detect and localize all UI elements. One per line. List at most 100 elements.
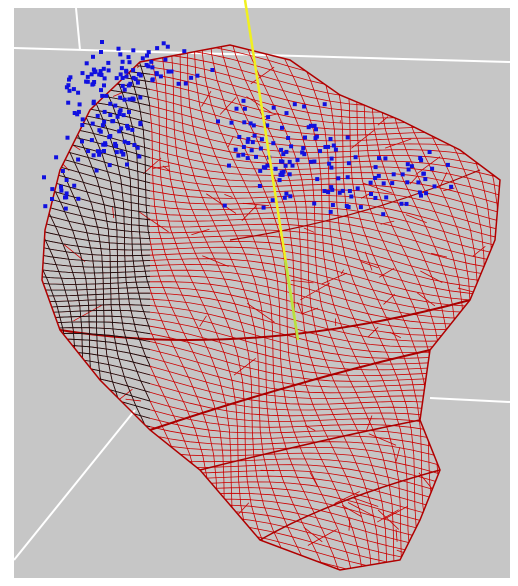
mesh-edge xyxy=(363,182,393,194)
point xyxy=(100,123,105,128)
point xyxy=(126,83,131,88)
mesh-edge xyxy=(319,45,442,570)
point xyxy=(90,121,95,126)
point xyxy=(405,180,410,185)
mesh-edge xyxy=(364,251,373,271)
point xyxy=(102,83,106,88)
point xyxy=(326,144,331,149)
point xyxy=(252,133,257,138)
point xyxy=(300,150,305,155)
point xyxy=(245,139,250,144)
point xyxy=(101,142,106,147)
point xyxy=(122,139,127,144)
mesh-edge xyxy=(42,338,150,392)
point xyxy=(281,169,286,174)
point xyxy=(399,201,404,206)
mesh-edge xyxy=(139,211,169,233)
point xyxy=(76,90,81,95)
point xyxy=(91,81,96,86)
point xyxy=(315,177,320,182)
point xyxy=(130,127,135,132)
point xyxy=(347,189,352,193)
point xyxy=(122,87,127,92)
point xyxy=(126,55,131,60)
mesh-edge xyxy=(42,219,150,284)
mesh-edge xyxy=(42,355,150,416)
point xyxy=(280,159,285,164)
mesh-edge xyxy=(241,205,257,221)
mesh-edge xyxy=(384,505,408,520)
mesh-edge xyxy=(199,315,207,327)
point xyxy=(353,155,358,160)
point xyxy=(117,110,122,114)
mesh-edge xyxy=(340,269,345,275)
point xyxy=(241,152,246,157)
point xyxy=(229,120,234,125)
point xyxy=(245,156,250,161)
point xyxy=(80,139,84,144)
point xyxy=(327,161,332,166)
point xyxy=(114,150,119,155)
point xyxy=(222,203,227,208)
point xyxy=(104,93,109,98)
point xyxy=(306,125,311,130)
point xyxy=(312,201,317,206)
mesh-edge xyxy=(233,358,256,376)
point xyxy=(373,165,378,170)
mesh-edge xyxy=(42,184,150,257)
point xyxy=(312,123,317,128)
point xyxy=(76,109,81,114)
mesh-edge xyxy=(307,529,337,546)
point xyxy=(99,73,104,77)
mesh-edge xyxy=(385,138,412,149)
point xyxy=(419,158,424,163)
point xyxy=(330,187,335,192)
point xyxy=(323,145,328,149)
point xyxy=(54,155,59,160)
point xyxy=(248,121,253,126)
point xyxy=(97,152,102,157)
mesh-edge xyxy=(42,227,150,290)
point xyxy=(303,135,307,140)
mesh-fold xyxy=(259,469,441,541)
point xyxy=(89,138,94,143)
point xyxy=(94,168,99,173)
mesh-edge xyxy=(42,201,150,271)
mesh-edge xyxy=(246,96,273,114)
point xyxy=(308,159,313,164)
point xyxy=(283,163,288,168)
point xyxy=(241,145,246,149)
point xyxy=(368,180,373,185)
point xyxy=(234,106,239,111)
mesh-edge xyxy=(416,292,436,307)
point xyxy=(257,184,262,188)
mesh-edge xyxy=(250,66,275,85)
point xyxy=(265,123,270,128)
mesh-edge xyxy=(42,332,150,384)
point xyxy=(59,188,64,193)
mesh-edge xyxy=(378,267,395,278)
point xyxy=(43,204,48,209)
mesh-edge xyxy=(334,45,457,570)
point xyxy=(126,141,131,145)
point xyxy=(155,46,160,51)
point xyxy=(216,119,220,124)
point xyxy=(259,137,264,142)
point xyxy=(131,68,136,73)
mesh-edge xyxy=(42,92,150,148)
point xyxy=(92,70,97,75)
point xyxy=(250,140,255,145)
point xyxy=(390,181,395,186)
point xyxy=(102,149,106,153)
point xyxy=(60,169,65,173)
point xyxy=(120,76,125,80)
point xyxy=(150,78,155,83)
mesh-edge xyxy=(42,210,150,278)
point xyxy=(84,79,89,84)
point xyxy=(63,206,68,211)
point xyxy=(95,113,100,118)
point xyxy=(67,77,71,82)
mesh-edge xyxy=(303,45,427,570)
mesh-edge xyxy=(42,109,150,173)
mesh-edge xyxy=(48,45,150,570)
